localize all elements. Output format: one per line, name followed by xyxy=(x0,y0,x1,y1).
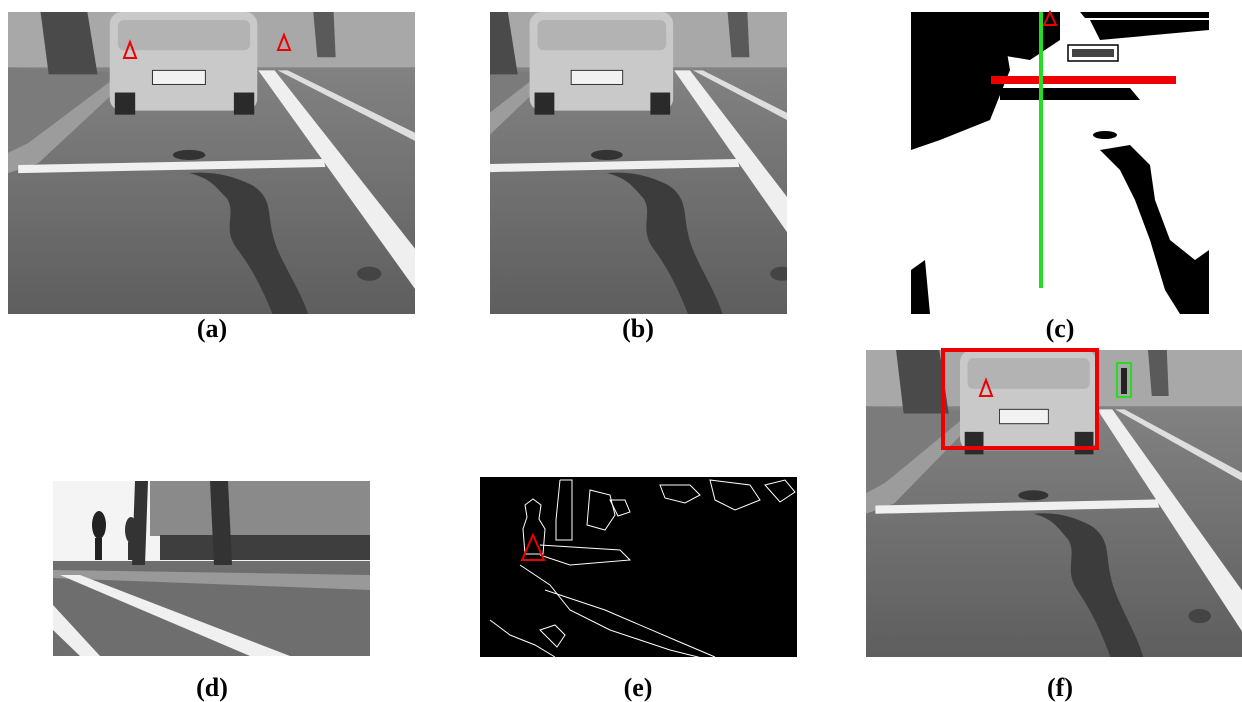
image-detail xyxy=(1000,88,1140,100)
panel-b-image xyxy=(431,12,827,314)
panel-e-image xyxy=(480,477,797,670)
image-detail xyxy=(1121,368,1127,394)
panel-label: (e) xyxy=(624,673,653,702)
image-detail xyxy=(125,517,137,543)
image-detail xyxy=(431,12,827,314)
image-detail xyxy=(1080,12,1209,18)
image-detail xyxy=(431,12,827,314)
panel-label: (d) xyxy=(196,673,228,702)
image-detail xyxy=(1072,49,1114,57)
image-detail xyxy=(92,511,106,539)
image-detail xyxy=(150,481,370,536)
image-detail xyxy=(866,350,1242,657)
image-detail xyxy=(160,535,370,560)
panel-d-image xyxy=(53,481,370,656)
panel-f-image xyxy=(866,350,1242,657)
image-detail xyxy=(1039,12,1043,288)
panel-a-image xyxy=(8,12,415,314)
image-detail xyxy=(1093,131,1117,139)
image-detail xyxy=(8,12,415,314)
image-detail xyxy=(95,538,102,560)
image-detail xyxy=(866,350,1242,657)
figure: (a) (b) (c) (d) (e) (f) xyxy=(0,0,1242,702)
image-detail xyxy=(128,542,134,560)
panel-c-image xyxy=(911,12,1209,314)
panel-label: (f) xyxy=(1047,673,1073,702)
panel-label: (c) xyxy=(1046,314,1075,343)
panel-label: (a) xyxy=(197,314,227,343)
image-detail xyxy=(991,76,1176,84)
panel-label: (b) xyxy=(622,314,654,343)
